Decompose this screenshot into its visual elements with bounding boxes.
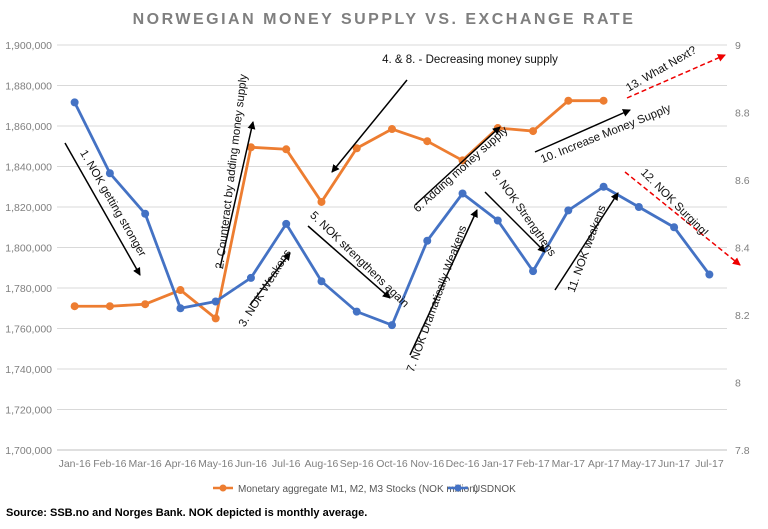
data-point — [70, 302, 79, 311]
data-point — [317, 277, 326, 286]
left-axis-tick-label: 1,700,000 — [5, 445, 52, 457]
x-axis-tick-label: May-16 — [198, 458, 233, 470]
x-axis-tick-label: Feb-16 — [93, 458, 126, 470]
x-axis-tick-label: Nov-16 — [410, 458, 444, 470]
annotation-arrow — [534, 109, 631, 153]
left-axis-tick-label: 1,880,000 — [5, 81, 52, 93]
data-point — [176, 304, 185, 313]
x-axis-tick-label: Aug-16 — [305, 458, 339, 470]
data-point — [670, 223, 679, 232]
left-axis-tick-label: 1,800,000 — [5, 243, 52, 255]
left-axis-tick-label: 1,820,000 — [5, 202, 52, 214]
legend-marker — [454, 484, 462, 492]
x-axis-tick-label: May-17 — [621, 458, 656, 470]
data-point — [493, 216, 502, 225]
left-axis-tick-label: 1,900,000 — [5, 40, 52, 52]
x-axis-tick-label: Dec-16 — [446, 458, 480, 470]
annotation-label: 9. NOK Strengthens — [489, 168, 558, 259]
right-axis-tick-label: 8 — [735, 378, 741, 390]
data-point — [529, 127, 538, 136]
data-point — [211, 297, 220, 306]
left-axis-tick-label: 1,780,000 — [5, 283, 52, 295]
data-point — [634, 203, 643, 211]
data-point — [282, 145, 291, 154]
x-axis-tick-label: Apr-17 — [588, 458, 620, 470]
annotation-label: 13. What Next? — [624, 44, 699, 94]
annotation-arrow — [409, 209, 478, 356]
data-point — [141, 209, 150, 218]
x-axis-tick-label: Mar-17 — [552, 458, 585, 470]
data-point — [388, 321, 396, 330]
data-point — [282, 219, 291, 228]
annotation-arrow — [219, 121, 256, 269]
x-axis-tick-label: Jan-16 — [59, 458, 91, 470]
data-point — [599, 182, 608, 191]
x-axis-tick-label: Jun-16 — [235, 458, 267, 470]
left-axis-tick-label: 1,860,000 — [5, 121, 52, 133]
x-axis-tick-label: Jul-16 — [272, 458, 301, 470]
data-point — [599, 96, 608, 105]
right-axis-tick-label: 7.8 — [735, 445, 750, 457]
right-axis-tick-label: 8.6 — [735, 175, 750, 187]
annotation-arrow — [626, 54, 726, 99]
data-point — [529, 267, 538, 276]
right-axis-tick-label: 9 — [735, 40, 741, 52]
data-point — [388, 125, 396, 134]
left-axis-tick-label: 1,760,000 — [5, 324, 52, 336]
source-note: Source: SSB.no and Norges Bank. NOK depi… — [6, 507, 367, 519]
x-axis-tick-label: Sep-16 — [340, 458, 374, 470]
data-point — [564, 96, 573, 105]
annotation-arrow — [331, 79, 408, 173]
data-point — [141, 300, 150, 309]
annotation-label: 7. NOK Dramatically Weakens — [405, 224, 469, 374]
right-axis-tick-label: 8.8 — [735, 108, 750, 120]
data-point — [352, 307, 361, 316]
annotation-label: 5. NOK strengthens again — [307, 210, 411, 311]
data-point — [70, 98, 79, 107]
left-axis-tick-label: 1,720,000 — [5, 405, 52, 417]
data-point — [423, 236, 432, 245]
left-axis-tick-label: 1,740,000 — [5, 364, 52, 376]
annotation-arrow — [307, 225, 391, 299]
right-axis-tick-label: 8.2 — [735, 310, 750, 322]
annotation-arrow — [554, 192, 619, 291]
data-point — [246, 273, 255, 282]
annotation-arrow — [64, 142, 141, 276]
data-point — [105, 169, 114, 178]
right-axis-tick-label: 8.4 — [735, 243, 750, 255]
annotation-arrow — [414, 126, 501, 206]
x-axis-tick-label: Mar-16 — [129, 458, 162, 470]
x-axis-tick-label: Oct-16 — [376, 458, 408, 470]
data-point — [352, 144, 361, 153]
x-axis-tick-label: Feb-17 — [516, 458, 549, 470]
data-point — [705, 270, 714, 279]
legend-marker — [219, 484, 227, 492]
annotation-label: 4. & 8. - Decreasing money supply — [382, 54, 558, 66]
data-point — [211, 314, 220, 323]
data-point — [105, 302, 114, 311]
annotation-label: 10. Increase Money Supply — [539, 102, 673, 165]
x-axis-tick-label: Jun-17 — [658, 458, 690, 470]
x-axis-tick-label: Jan-17 — [482, 458, 514, 470]
data-point — [317, 197, 326, 206]
annotation-arrow — [624, 171, 741, 266]
data-point — [176, 286, 185, 295]
legend-label: Monetary aggregate M1, M2, M3 Stocks (NO… — [238, 484, 478, 495]
data-point — [423, 137, 432, 146]
annotation-arrow — [484, 191, 546, 253]
chart-title: NORWEGIAN MONEY SUPPLY VS. EXCHANGE RATE — [133, 11, 636, 28]
data-point — [246, 143, 255, 152]
series-line-money-supply — [74, 99, 604, 320]
annotation-arrow — [249, 252, 291, 306]
legend-label: USDNOK — [473, 484, 516, 495]
data-point — [458, 189, 467, 198]
left-axis-tick-label: 1,840,000 — [5, 162, 52, 174]
annotation-label: 11. NOK weakens — [566, 204, 609, 295]
data-point — [564, 206, 573, 215]
x-axis-tick-label: Jul-17 — [695, 458, 724, 470]
x-axis-tick-label: Apr-16 — [165, 458, 197, 470]
